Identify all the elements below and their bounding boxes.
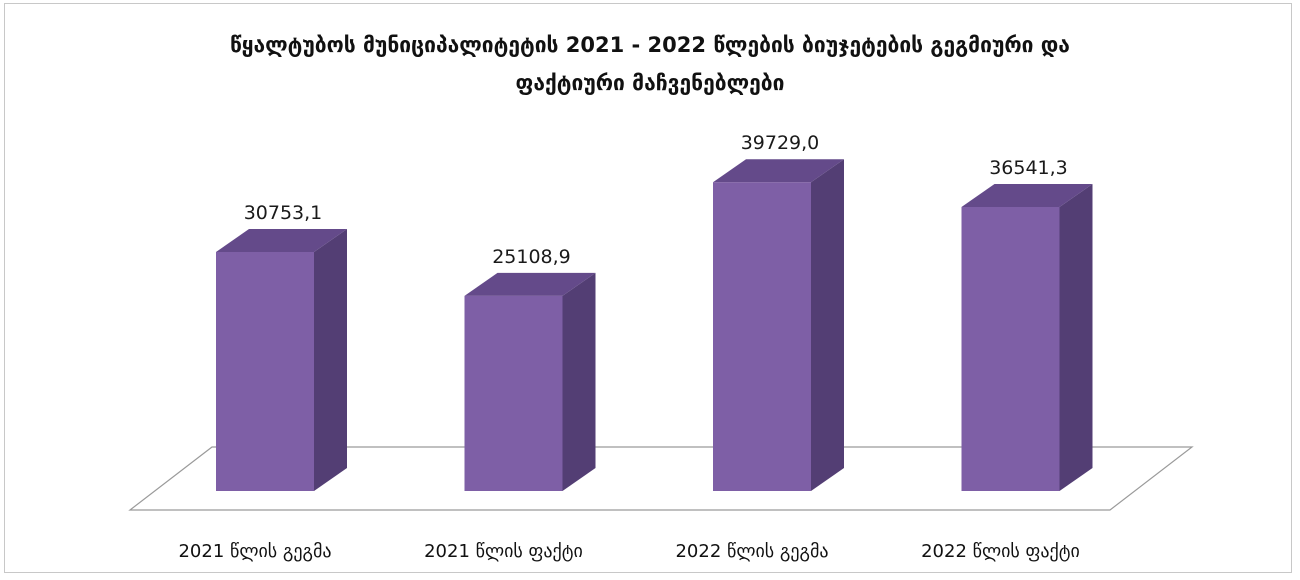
- chart-title-line-1: წყალტუბოს მუნიციპალიტეტის 2021 - 2022 წლ…: [230, 33, 1070, 57]
- category-label-1: 2021 წლის გეგმა: [178, 541, 331, 562]
- bar-front: [216, 251, 314, 491]
- bar-front: [713, 182, 811, 492]
- chart-floor: [128, 446, 1194, 511]
- bars-group: [216, 159, 1093, 492]
- value-labels-group: 30753,1 25108,9 39729,0 36541,3: [244, 132, 1068, 268]
- bar-1: [216, 228, 347, 491]
- data-label-1: 30753,1: [244, 202, 323, 224]
- bar-top: [216, 228, 347, 252]
- chart-title-line-2: ფაქტიური მაჩვენებლები: [515, 71, 785, 95]
- chart-title: წყალტუბოს მუნიციპალიტეტის 2021 - 2022 წლ…: [0, 26, 1300, 102]
- category-label-2: 2021 წლის ფაქტი: [424, 541, 583, 562]
- data-label-2: 25108,9: [492, 246, 571, 268]
- bar-3: [713, 159, 844, 492]
- bar-side: [1059, 184, 1093, 491]
- bar-top: [713, 159, 844, 183]
- bar-side: [562, 272, 596, 491]
- x-axis-labels: 2021 წლის გეგმა 2021 წლის ფაქტი 2022 წლის …: [178, 541, 1079, 562]
- data-label-4: 36541,3: [989, 157, 1068, 179]
- bar-side: [811, 159, 844, 492]
- category-label-4: 2022 წლის ფაქტი: [921, 541, 1080, 562]
- category-label-3: 2022 წლის გეგმა: [675, 541, 828, 562]
- data-label-3: 39729,0: [741, 132, 820, 154]
- bar-side: [314, 228, 347, 491]
- bar-front: [961, 207, 1060, 491]
- bar-top: [961, 184, 1093, 208]
- bar-top: [464, 272, 596, 296]
- bar-front: [464, 295, 563, 491]
- bar-2: [464, 272, 596, 491]
- bar-4: [961, 184, 1093, 491]
